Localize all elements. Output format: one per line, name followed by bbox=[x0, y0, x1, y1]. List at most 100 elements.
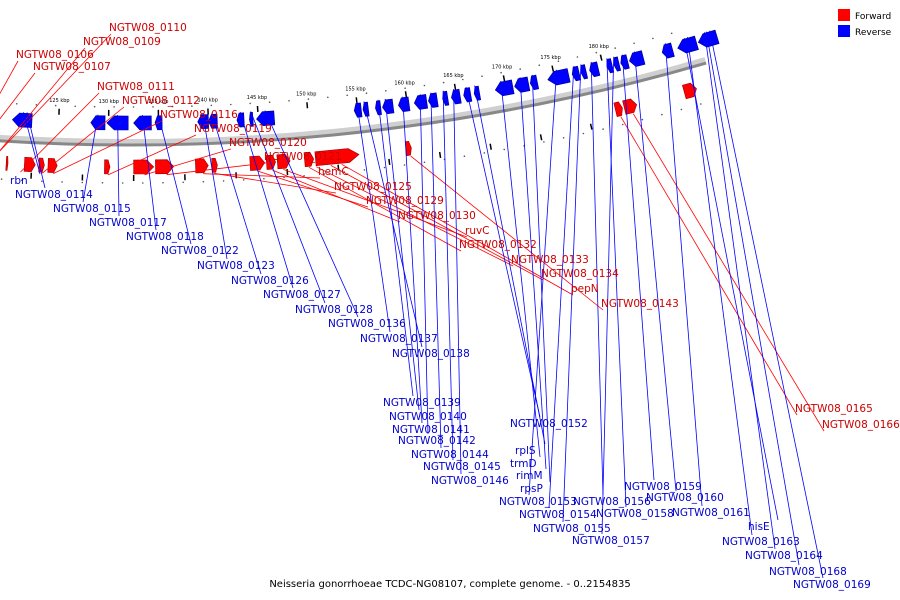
reverse-gene bbox=[629, 50, 646, 67]
scale-dot bbox=[481, 75, 483, 77]
scale-dot bbox=[700, 103, 702, 105]
scale-dot bbox=[538, 64, 541, 66]
gene-label: NGTW08_0142 bbox=[398, 435, 476, 447]
reverse-gene bbox=[580, 64, 589, 80]
label-leader bbox=[442, 90, 454, 461]
gene-label: NGTW08_0153 bbox=[499, 496, 577, 508]
gene-label: NGTW08_0158 bbox=[596, 508, 674, 520]
label-leader bbox=[620, 116, 798, 416]
gene-label: NGTW08_0122 bbox=[161, 245, 239, 257]
reverse-gene bbox=[442, 90, 450, 106]
label-leader bbox=[117, 114, 120, 217]
forward-gene bbox=[622, 98, 638, 115]
gene-label: NGTW08_0165 bbox=[795, 403, 873, 415]
reverse-gene bbox=[529, 74, 540, 91]
gene-label: NGTW08_0120 bbox=[229, 137, 307, 149]
label-leader bbox=[82, 114, 99, 203]
label-leader bbox=[308, 166, 462, 252]
scale-dot bbox=[93, 105, 96, 108]
label-leader bbox=[634, 51, 677, 492]
scale-dot bbox=[633, 42, 635, 45]
scale-dot bbox=[230, 103, 232, 106]
label-leader bbox=[402, 96, 423, 424]
scale-dot bbox=[242, 179, 245, 181]
gene-label: NGTW08_0110 bbox=[109, 22, 187, 34]
forward-gene bbox=[5, 155, 9, 171]
gene-label: NGTW08_0144 bbox=[411, 449, 489, 461]
scale-dot bbox=[483, 152, 486, 154]
scale-dot bbox=[249, 102, 251, 105]
scale-dot bbox=[557, 60, 560, 62]
gene-label: trmD bbox=[510, 458, 537, 470]
scale-dot bbox=[576, 56, 579, 58]
forward-gene bbox=[404, 140, 412, 156]
gene-label: NGTW08_0106 bbox=[16, 49, 94, 61]
scale-dot bbox=[670, 32, 673, 35]
scale-tick bbox=[489, 143, 492, 150]
gene-label: NGTW08_0115 bbox=[53, 203, 131, 215]
label-leader bbox=[465, 87, 541, 418]
scale-tick-label: 150 kbp bbox=[296, 91, 316, 97]
scale-dot bbox=[35, 104, 38, 106]
scale-tick bbox=[438, 151, 442, 159]
label-leader bbox=[562, 64, 582, 523]
gene-label: NGTW08_0107 bbox=[33, 61, 111, 73]
scale-dot bbox=[403, 164, 406, 166]
gene-glyphs bbox=[5, 29, 720, 175]
reverse-gene bbox=[398, 96, 411, 113]
scale-dot bbox=[307, 98, 310, 100]
reverse-gene bbox=[197, 114, 210, 130]
gene-label: NGTW08_0146 bbox=[431, 475, 509, 487]
reverse-gene bbox=[375, 100, 382, 116]
scale-dot bbox=[602, 128, 604, 130]
gene-label: NGTW08_0166 bbox=[822, 419, 900, 431]
scale-dot bbox=[641, 118, 644, 121]
label-leader bbox=[419, 94, 429, 435]
scale-dot bbox=[423, 84, 426, 87]
forward-gene bbox=[104, 159, 111, 175]
map-caption: Neisseria gonorrhoeae TCDC-NG08107, comp… bbox=[269, 579, 630, 590]
label-leader bbox=[687, 37, 753, 536]
scale-dot bbox=[500, 71, 502, 74]
scale-tick-label: 180 kbp bbox=[589, 44, 609, 50]
label-leader bbox=[250, 111, 326, 304]
scale-dot bbox=[327, 96, 329, 99]
scale-dot bbox=[614, 47, 616, 49]
gene-label: NGTW08_0127 bbox=[263, 289, 341, 301]
label-leader bbox=[590, 61, 604, 496]
reverse-gene bbox=[451, 88, 462, 105]
label-leader bbox=[107, 134, 197, 176]
reverse-gene bbox=[494, 79, 515, 97]
forward-gene bbox=[194, 158, 209, 174]
forward-gene bbox=[303, 151, 315, 168]
gene-label: NGTW08_0160 bbox=[646, 492, 724, 504]
scale-dot bbox=[41, 180, 43, 182]
gene-label: NGTW08_0145 bbox=[423, 461, 501, 473]
gene-label: NGTW08_0118 bbox=[126, 231, 204, 243]
label-leader bbox=[20, 92, 100, 173]
gene-label: NGTW08_0117 bbox=[89, 217, 167, 229]
reverse-gene bbox=[661, 42, 675, 59]
reverse-gene bbox=[428, 92, 439, 108]
label-leader bbox=[683, 38, 779, 521]
scale-dot bbox=[661, 113, 663, 116]
legend: Forward Reverse bbox=[838, 9, 892, 38]
gene-label: hemC bbox=[318, 166, 349, 178]
label-leader bbox=[239, 111, 294, 289]
scale-tick-label: 165 kbp bbox=[443, 73, 463, 79]
gene-label: NGTW08_0157 bbox=[572, 535, 650, 547]
forward-gene bbox=[249, 155, 266, 171]
gene-label: NGTW08_0141 bbox=[392, 424, 470, 436]
forward-gene bbox=[613, 101, 623, 117]
scale-dot bbox=[113, 106, 115, 108]
scale-dot bbox=[442, 81, 445, 84]
gene-label: NGTW08_0119 bbox=[194, 123, 272, 135]
gene-label: rpsP bbox=[520, 483, 543, 495]
gene-label: NGTW08_0155 bbox=[533, 523, 611, 535]
scale-dot bbox=[423, 161, 426, 164]
scale-dot bbox=[81, 181, 84, 184]
scale-tick bbox=[453, 83, 457, 90]
scale-dot bbox=[15, 103, 18, 105]
label-leader bbox=[0, 33, 112, 152]
gene-label: NGTW08_0125 bbox=[334, 181, 412, 193]
